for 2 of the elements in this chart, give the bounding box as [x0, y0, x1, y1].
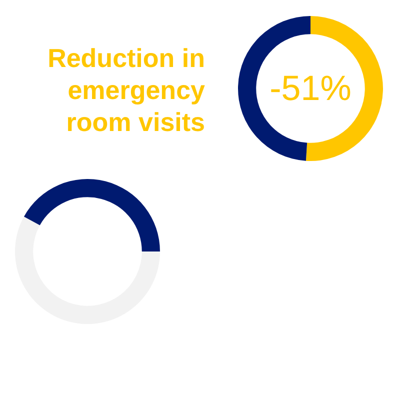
text: -51% — [270, 69, 352, 108]
text: Reduction in emergency room visits — [46, 42, 205, 138]
